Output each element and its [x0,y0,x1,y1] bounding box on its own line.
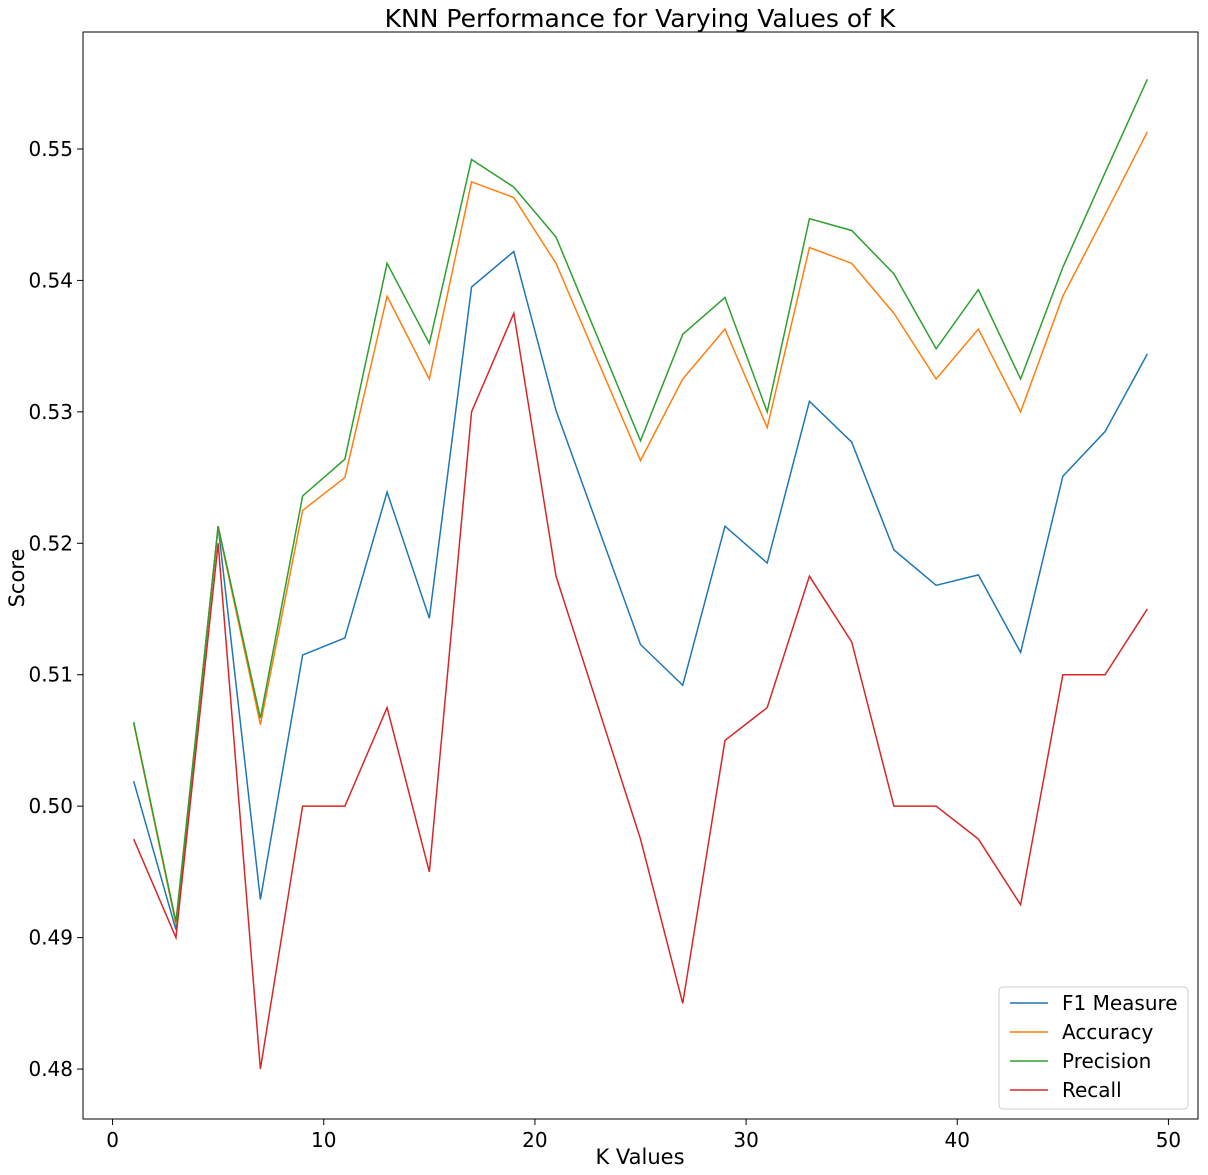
y-tick-label: 0.53 [28,400,73,424]
legend-label: Recall [1062,1078,1122,1102]
series-layer [132,79,1149,1070]
x-tick-label: 40 [945,1128,970,1152]
plot-area [83,32,1198,1119]
x-tick-label: 50 [1156,1128,1181,1152]
y-tick-label: 0.55 [28,137,73,161]
x-tick-label: 10 [311,1128,336,1152]
x-tick-label: 30 [733,1128,758,1152]
series-line-accuracy [132,131,1148,925]
legend-label: Accuracy [1062,1020,1153,1044]
y-tick-label: 0.52 [28,531,73,555]
legend: F1 Measure Accuracy Precision Recall [998,986,1189,1110]
y-tick-label: 0.51 [28,663,73,687]
y-tick-label: 0.49 [28,926,73,950]
legend-label: Precision [1062,1049,1151,1073]
x-tick-label: 20 [522,1128,547,1152]
y-tick-label: 0.48 [28,1057,73,1081]
y-tick-label: 0.50 [28,794,73,818]
y-axis-label: Score [5,549,29,608]
series-line-precision [132,79,1149,922]
y-axis-ticks: 0.48 0.49 0.50 0.51 0.52 0.53 0.54 0.55 [28,137,83,1081]
plot-frame [82,31,1199,1120]
x-axis-label: K Values [595,1145,684,1169]
y-tick-label: 0.54 [28,268,73,292]
x-tick-label: 0 [106,1128,119,1152]
legend-label: F1 Measure [1062,991,1178,1015]
series-line-f1-measure [132,250,1148,930]
x-axis-ticks: 0 10 20 30 40 50 [106,1119,1181,1152]
chart-title: KNN Performance for Varying Values of K [385,4,896,33]
legend-box [998,986,1189,1110]
series-line-recall [132,310,1148,1070]
